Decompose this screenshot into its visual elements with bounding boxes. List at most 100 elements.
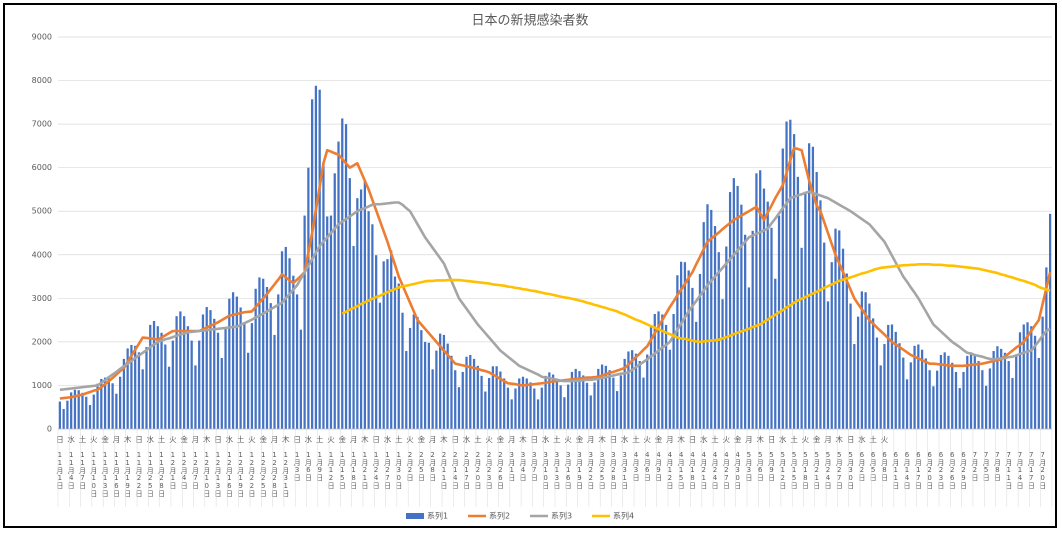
x-tick-weekday: 水: [305, 434, 313, 444]
bar: [194, 365, 197, 429]
bar: [231, 292, 235, 429]
bar: [604, 365, 607, 429]
bar: [280, 251, 284, 429]
bar: [292, 275, 295, 429]
x-tick-label: 11月22日: [135, 451, 143, 498]
bar: [1011, 378, 1014, 429]
bar: [864, 292, 867, 429]
bar: [152, 320, 156, 429]
x-tick-label: 2月5日: [417, 451, 425, 482]
x-tick-weekday: 水: [779, 434, 787, 444]
x-tick-label: 7月17日: [1027, 451, 1035, 490]
bar: [698, 273, 702, 429]
x-tick-weekday: 木: [756, 434, 764, 444]
bar: [1022, 324, 1025, 429]
x-tick-label: 6月2日: [858, 451, 866, 482]
bar: [615, 391, 619, 429]
bar: [567, 384, 570, 429]
bar: [932, 386, 935, 429]
bar: [469, 354, 472, 429]
bar: [529, 382, 532, 429]
x-tick-label: 12月31日: [282, 451, 290, 498]
bar: [299, 329, 302, 429]
bar: [423, 341, 427, 429]
bar: [589, 395, 592, 429]
y-tick-label: 2000: [32, 337, 52, 346]
x-tick-label: 12月19日: [237, 451, 245, 498]
bar: [1045, 267, 1048, 429]
x-tick-label: 1月18日: [350, 451, 358, 490]
x-tick-label: 12月16日: [225, 451, 233, 498]
bar: [344, 124, 348, 429]
bar: [190, 340, 193, 429]
bar: [1003, 352, 1007, 429]
x-tick-label: 3月22日: [587, 451, 595, 490]
bar: [472, 358, 476, 429]
bar: [759, 170, 762, 429]
bar: [608, 370, 611, 429]
bar: [367, 211, 370, 429]
bar: [88, 405, 92, 429]
bar: [661, 314, 664, 429]
bar: [755, 173, 758, 429]
x-tick-label: 5月9日: [767, 451, 775, 482]
bar: [77, 390, 80, 429]
x-tick-weekday: 月: [745, 435, 753, 444]
bar: [262, 278, 265, 429]
bar: [408, 327, 412, 429]
x-tick-weekday: 土: [711, 434, 719, 444]
bar: [570, 371, 574, 429]
bar: [905, 379, 909, 429]
x-tick-weekday: 火: [564, 435, 572, 444]
bar: [928, 370, 931, 429]
y-tick-label: 4000: [32, 250, 52, 259]
bar: [687, 270, 690, 429]
bar: [646, 354, 649, 429]
bar: [145, 347, 148, 429]
bar: [770, 227, 773, 429]
bar: [800, 247, 803, 429]
x-tick-label: 3月31日: [621, 451, 629, 490]
bar: [781, 148, 784, 429]
bar: [808, 143, 811, 429]
x-tick-weekday: 水: [384, 434, 392, 444]
bar: [164, 344, 167, 429]
bar: [167, 366, 171, 429]
legend: 系列1 系列2 系列3 系列4: [406, 511, 634, 521]
x-tick-weekday: 火: [643, 435, 651, 444]
x-tick-weekday: 月: [350, 435, 358, 444]
x-tick-label: 4月24日: [711, 451, 719, 490]
x-tick-label: 3月19日: [575, 451, 583, 490]
bar: [356, 198, 359, 429]
bar: [359, 189, 363, 429]
x-tick-weekday: 火: [723, 435, 731, 444]
x-tick-label: 4月18日: [688, 451, 696, 490]
x-tick-label: 7月8日: [993, 451, 1001, 482]
x-tick-label: 5月21日: [813, 451, 821, 490]
bar: [288, 258, 291, 429]
bar: [303, 215, 306, 429]
bar: [623, 358, 626, 429]
bar: [894, 331, 897, 429]
x-tick-label: 7月11日: [1005, 451, 1013, 490]
legend-label: 系列2: [489, 511, 510, 521]
bar: [585, 382, 589, 429]
bar: [235, 296, 238, 429]
x-tick-label: 6月26日: [948, 451, 956, 490]
x-tick-label: 1月30日: [395, 451, 403, 490]
bar: [103, 377, 107, 429]
x-tick-label: 4月27日: [722, 451, 730, 490]
line-series: [341, 263, 1051, 344]
x-tick-label: 11月4日: [67, 451, 75, 490]
x-tick-label: 5月24日: [824, 451, 832, 490]
x-tick-label: 1月21日: [361, 451, 369, 490]
bar: [600, 364, 604, 429]
x-tick-label: 4月15日: [677, 451, 685, 490]
x-tick-weekday: 日: [689, 435, 697, 444]
x-tick-weekday: 月: [666, 435, 674, 444]
bar: [856, 316, 860, 429]
x-tick-label: 1月12日: [327, 451, 335, 490]
x-tick-weekday: 日: [847, 435, 855, 444]
x-tick-weekday: 土: [553, 434, 561, 444]
legend-label: 系列4: [613, 511, 634, 521]
